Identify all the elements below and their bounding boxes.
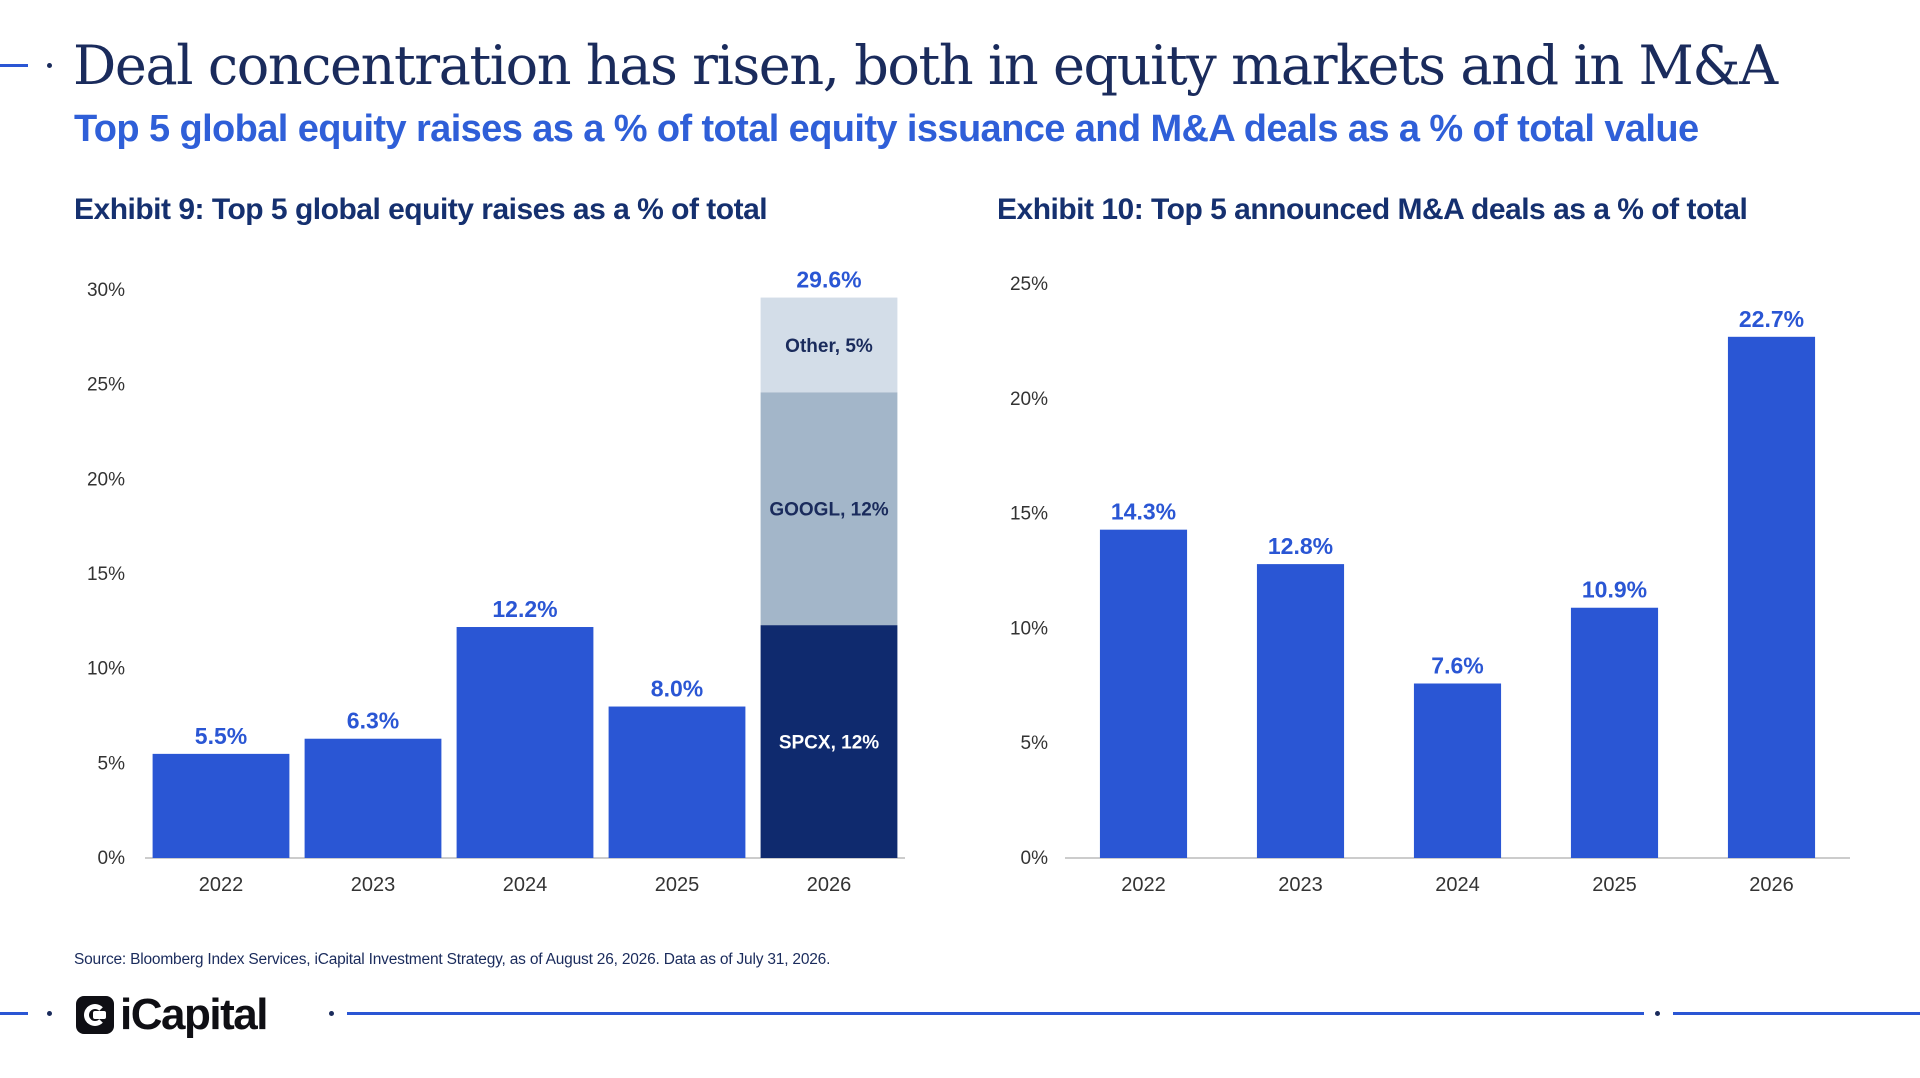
bar [152,753,290,858]
x-tick-label: 2026 [1749,874,1794,896]
header-accent-dash [0,64,28,67]
source-note: Source: Bloomberg Index Services, iCapit… [74,951,831,968]
x-tick-label: 2024 [503,874,548,896]
data-label: 5.5% [195,723,247,749]
x-tick-label: 2022 [1121,874,1166,896]
footer-accent-dot [47,1011,52,1016]
bar [1413,683,1502,858]
page-title: Deal concentration has risen, both in eq… [73,34,1778,97]
bar [608,706,746,858]
x-tick-label: 2023 [1278,874,1323,896]
y-tick-label: 10% [87,659,125,680]
icapital-logo: iCapital [76,990,268,1040]
icapital-logo-icon [76,996,114,1034]
data-label: 14.3% [1111,499,1176,525]
y-tick-label: 30% [87,280,125,301]
segment-label: GOOGL, 12% [769,500,888,521]
y-tick-label: 0% [1021,848,1049,869]
y-tick-label: 5% [1021,733,1049,754]
exhibit10-title: Exhibit 10: Top 5 announced M&A deals as… [997,193,1748,226]
y-tick-label: 20% [1010,389,1048,410]
footer-rule [347,1012,1644,1015]
data-label: 12.8% [1268,533,1333,559]
data-label: 7.6% [1431,653,1483,679]
x-tick-label: 2022 [199,874,244,896]
bar [456,627,594,858]
x-tick-label: 2023 [351,874,396,896]
y-tick-label: 15% [87,564,125,585]
footer-line-dot-right [1655,1011,1660,1016]
exhibit10-chart: 0% 5% 10% 15% 20% 25% 14.3% 2022 12.8% 2023 7.6% 20… [990,250,1860,910]
data-label: 8.0% [651,676,703,702]
y-tick-label: 0% [98,848,126,869]
data-label: 12.2% [492,596,557,622]
bar [304,738,442,858]
chart-svg: 0% 5% 10% 15% 20% 25% 14.3% 2022 12.8% 2023 7.6% 20… [1010,274,1850,896]
exhibit9-chart: 0% 5% 10% 15% 20% 25% 30% 5.5% 2022 6.3% 2023 12.2%… [60,250,920,910]
exhibit9-title: Exhibit 9: Top 5 global equity raises as… [74,193,768,226]
y-tick-label: 25% [1010,274,1048,295]
data-label: 22.7% [1739,306,1804,332]
page-subtitle: Top 5 global equity raises as a % of tot… [74,108,1699,150]
icapital-logo-text: iCapital [120,990,268,1039]
bar [1099,529,1188,858]
footer-line-dot-left [329,1011,334,1016]
bar [1570,607,1659,858]
footer-accent-dash [0,1012,28,1015]
data-label: 29.6% [796,267,861,293]
segment-label: SPCX, 12% [779,733,879,754]
bar [1256,564,1345,858]
y-tick-label: 15% [1010,504,1048,525]
y-tick-label: 25% [87,375,125,396]
x-tick-label: 2025 [655,874,700,896]
y-tick-label: 10% [1010,618,1048,639]
header-accent-dot [47,63,52,68]
x-tick-label: 2026 [807,874,852,896]
x-tick-label: 2025 [1592,874,1637,896]
segment-label: Other, 5% [785,336,873,357]
data-label: 6.3% [347,708,399,734]
y-tick-label: 5% [98,753,126,774]
data-label: 10.9% [1582,577,1647,603]
chart-svg: 0% 5% 10% 15% 20% 25% 30% 5.5% 2022 6.3% 2023 12.2%… [87,267,905,896]
bar [1727,336,1816,858]
stacked-segment-bar [760,297,898,393]
stacked-segment-bar [760,625,898,858]
y-tick-label: 20% [87,469,125,490]
footer-rule-end [1673,1012,1920,1015]
x-tick-label: 2024 [1435,874,1480,896]
stacked-segment-bar [760,392,898,626]
